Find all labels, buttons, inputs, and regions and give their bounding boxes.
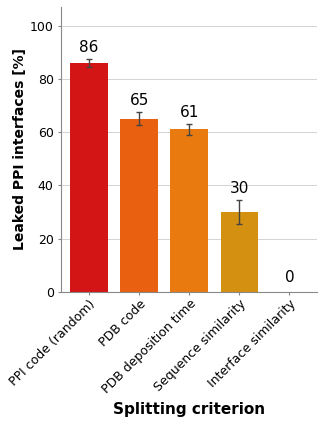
Bar: [170, 129, 208, 292]
Bar: [70, 63, 108, 292]
X-axis label: Splitting criterion: Splitting criterion: [113, 402, 265, 417]
Text: 86: 86: [79, 40, 98, 55]
Text: 0: 0: [285, 270, 294, 285]
Bar: [221, 212, 258, 292]
Text: 30: 30: [230, 181, 249, 196]
Y-axis label: Leaked PPI interfaces [%]: Leaked PPI interfaces [%]: [13, 48, 27, 251]
Bar: [120, 119, 158, 292]
Text: 61: 61: [179, 105, 199, 120]
Text: 65: 65: [129, 93, 149, 108]
